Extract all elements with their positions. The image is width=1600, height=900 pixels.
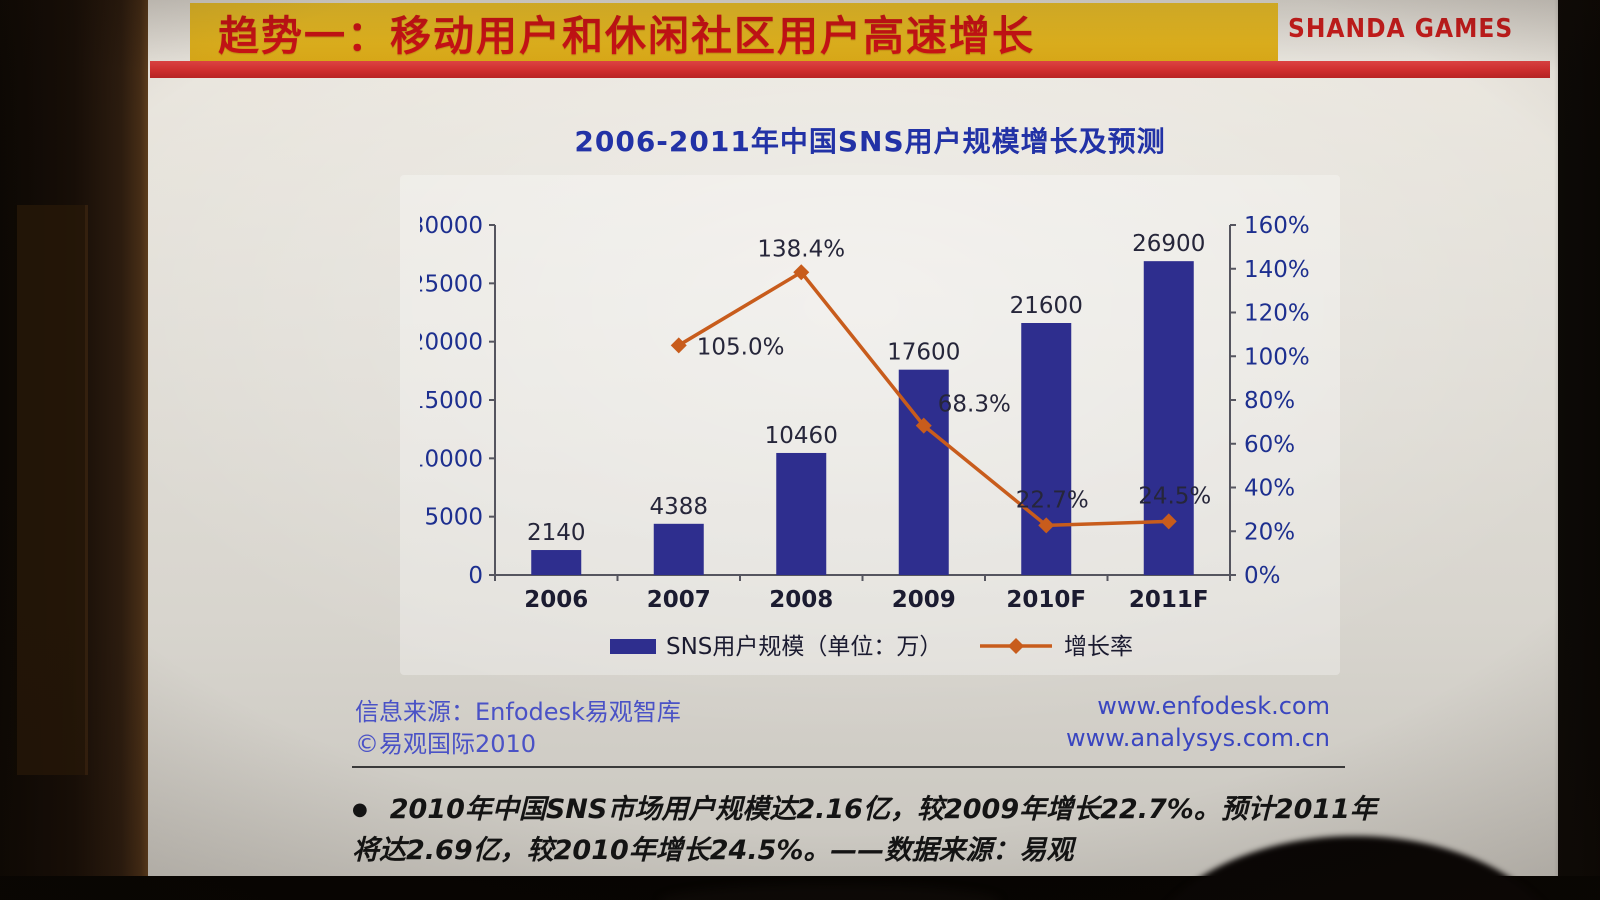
photo-door-frame bbox=[14, 205, 88, 775]
bar-value-label: 4388 bbox=[649, 494, 708, 520]
growth-rate-label: 24.5% bbox=[1138, 483, 1211, 509]
line-marker-icon bbox=[1038, 517, 1055, 534]
right-axis-tick-label: 20% bbox=[1244, 519, 1295, 545]
right-axis-tick-label: 40% bbox=[1244, 476, 1295, 502]
bar-value-label: 2140 bbox=[527, 520, 586, 546]
x-axis-label: 2011F bbox=[1129, 587, 1209, 613]
right-axis-tick-label: 80% bbox=[1244, 388, 1295, 414]
footnote-paragraph: ● 2010年中国SNS市场用户规模达2.16亿，较2009年增长22.7%。预计… bbox=[352, 790, 1382, 871]
right-axis-tick-label: 60% bbox=[1244, 432, 1295, 458]
growth-rate-label: 105.0% bbox=[697, 334, 785, 360]
line-marker-icon bbox=[793, 264, 810, 281]
right-axis-tick-label: 100% bbox=[1244, 344, 1310, 370]
source-copyright: ©易观国际2010 bbox=[355, 730, 537, 758]
line-marker-icon bbox=[1160, 513, 1177, 530]
source-url-enfodesk: www.enfodesk.com bbox=[1097, 692, 1330, 720]
bar-2008 bbox=[776, 452, 827, 575]
bullet-icon: ● bbox=[352, 799, 368, 820]
legend-bar-swatch-icon bbox=[610, 639, 656, 654]
growth-rate-label: 138.4% bbox=[757, 236, 845, 262]
audience-silhouette bbox=[660, 884, 1000, 900]
left-axis-tick-label: 15000 bbox=[420, 388, 483, 414]
chart-area: 0 5000 10000 15000 20000 25000 30000 0% 20% 40% 60… bbox=[410, 195, 1320, 670]
growth-rate-label: 22.7% bbox=[1016, 487, 1089, 513]
photo-dark-edge-right bbox=[1554, 0, 1600, 900]
x-axis-label: 2006 bbox=[524, 587, 588, 613]
sns-growth-chart: 0 5000 10000 15000 20000 25000 30000 0% 20% 40% 60… bbox=[410, 213, 1310, 660]
slide-background bbox=[145, 0, 1558, 878]
shanda-games-logo: SHANDA GAMES bbox=[1288, 14, 1514, 44]
bar-2007 bbox=[653, 523, 704, 575]
left-axis-tick-label: 30000 bbox=[420, 213, 483, 239]
slide-header-banner: 趋势一：移动用户和休闲社区用户高速增长 bbox=[190, 3, 1278, 61]
chart-title: 2006-2011年中国SNS用户规模增长及预测 bbox=[574, 125, 1166, 158]
x-axis-label: 2007 bbox=[647, 587, 711, 613]
header-divider-bar bbox=[150, 61, 1550, 78]
left-axis-tick-label: 10000 bbox=[420, 446, 483, 472]
x-axis-label: 2009 bbox=[892, 587, 956, 613]
line-marker-icon bbox=[670, 337, 687, 354]
x-axis-label: 2008 bbox=[769, 587, 833, 613]
left-axis-tick-label: 0 bbox=[468, 563, 483, 589]
source-attribution: 信息来源：Enfodesk易观智库 bbox=[355, 698, 681, 726]
bar-value-label: 17600 bbox=[887, 340, 960, 366]
right-axis-tick-label: 0% bbox=[1244, 563, 1281, 589]
x-axis-label: 2010F bbox=[1006, 587, 1086, 613]
bar-value-label: 10460 bbox=[765, 423, 838, 449]
bar-2010F bbox=[1021, 323, 1072, 575]
right-axis-tick-label: 120% bbox=[1244, 301, 1310, 327]
footnote-text: 2010年中国SNS市场用户规模达2.16亿，较2009年增长22.7%。预计2… bbox=[352, 794, 1377, 866]
bar-2006 bbox=[531, 550, 582, 575]
left-axis-tick-label: 20000 bbox=[420, 330, 483, 356]
left-axis-tick-label: 5000 bbox=[424, 505, 483, 531]
horizontal-divider-line bbox=[352, 766, 1345, 768]
legend-bar-label: SNS用户规模（单位：万） bbox=[666, 634, 942, 660]
slide-title: 趋势一：移动用户和休闲社区用户高速增长 bbox=[218, 12, 1035, 60]
line-marker-icon bbox=[915, 417, 932, 434]
legend-diamond-icon bbox=[1008, 638, 1024, 654]
right-axis-tick-label: 140% bbox=[1244, 257, 1310, 283]
bar-value-label: 26900 bbox=[1132, 231, 1205, 257]
left-axis-tick-label: 25000 bbox=[420, 271, 483, 297]
right-axis-tick-label: 160% bbox=[1244, 213, 1310, 239]
legend-line-label: 增长率 bbox=[1064, 634, 1133, 660]
growth-rate-label: 68.3% bbox=[938, 392, 1011, 418]
bar-value-label: 21600 bbox=[1010, 293, 1083, 319]
source-url-analysys: www.analysys.com.cn bbox=[1066, 724, 1330, 752]
